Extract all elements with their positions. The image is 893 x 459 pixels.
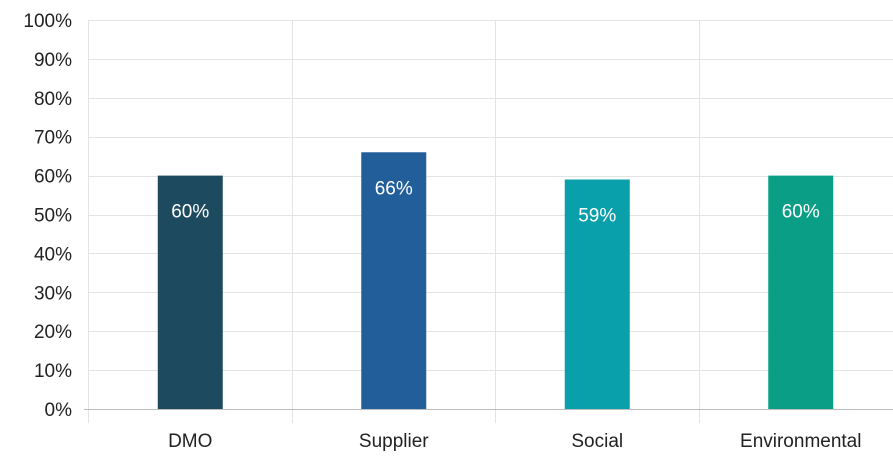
y-tick-label: 40%	[34, 244, 72, 265]
y-tick-label: 90%	[34, 50, 72, 71]
y-tick-label: 0%	[45, 400, 73, 421]
bar-dmo	[157, 175, 223, 409]
y-tick-label: 60%	[34, 167, 72, 188]
data-label: 60%	[171, 202, 209, 223]
y-tick-label: 30%	[34, 283, 72, 304]
x-category-label: Environmental	[740, 431, 861, 452]
y-tick-label: 80%	[34, 89, 72, 110]
y-tick-label: 20%	[34, 322, 72, 343]
data-label: 66%	[375, 178, 413, 199]
data-label: 60%	[782, 202, 820, 223]
y-tick-label: 70%	[34, 128, 72, 149]
x-category-label: Social	[571, 431, 623, 452]
bar-supplier	[361, 152, 427, 409]
data-label: 59%	[578, 205, 616, 226]
y-tick-label: 50%	[34, 206, 72, 227]
x-category-label: Supplier	[359, 431, 429, 452]
bar-layer	[157, 152, 834, 409]
y-tick-label: 100%	[23, 11, 72, 32]
bar-social	[564, 179, 630, 409]
x-category-label: DMO	[168, 431, 212, 452]
y-tick-label: 10%	[34, 361, 72, 382]
bar-environmental	[768, 175, 834, 409]
label-layer: 0% 10% 20% 30% 40% 50% 60% 70% 80% 90% 100% 60% DMO 6…	[23, 11, 861, 452]
